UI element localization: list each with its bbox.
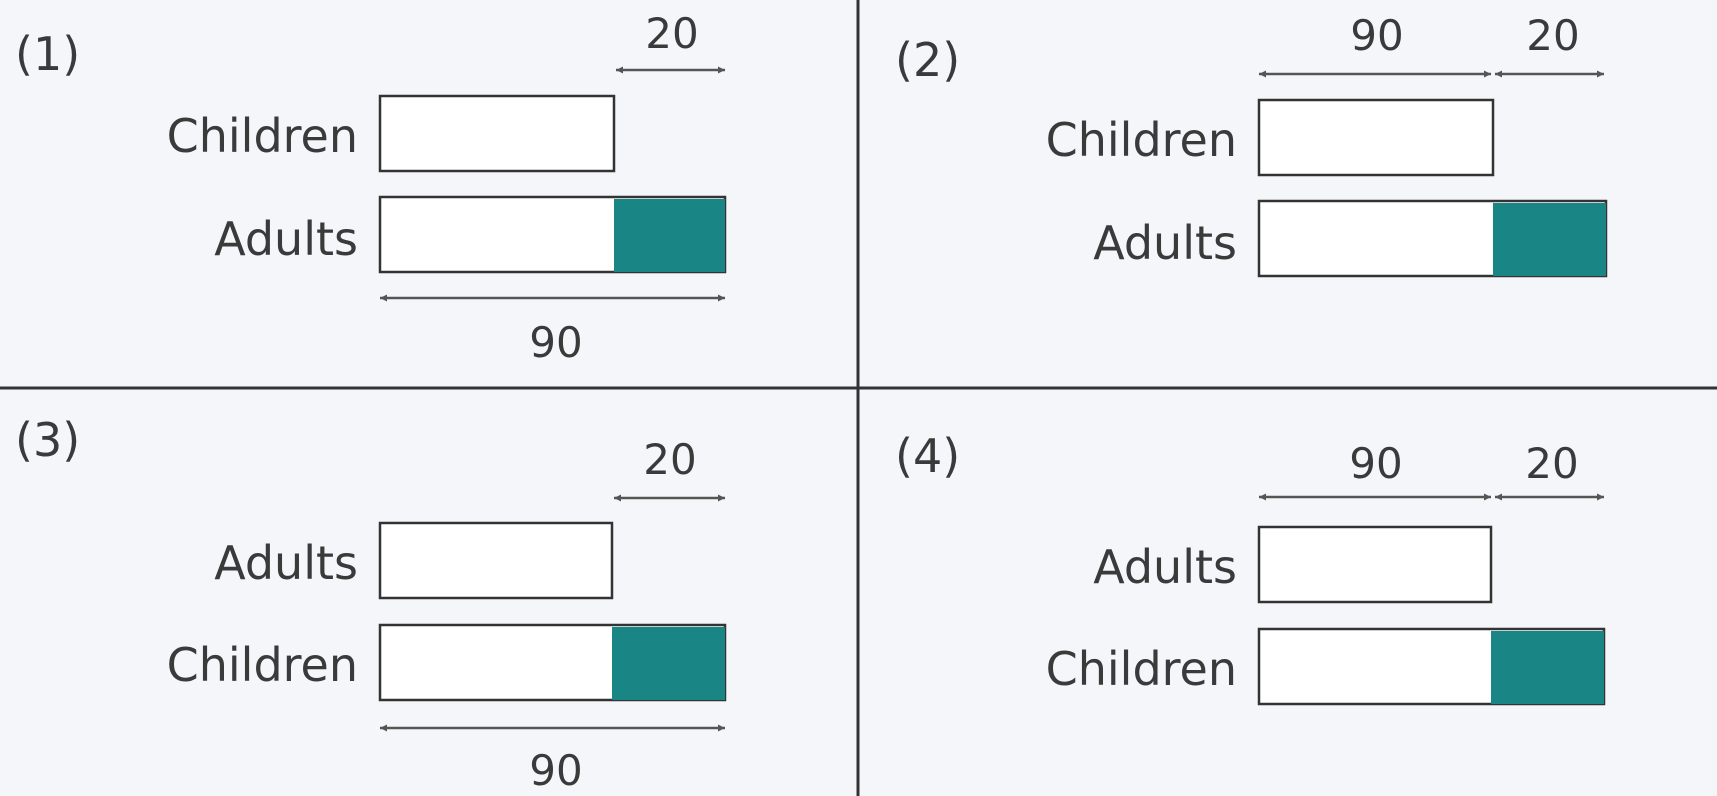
long-value: 90: [1349, 439, 1402, 488]
shaded-segment: [614, 199, 725, 272]
top-bar: [1257, 525, 1493, 604]
short-value: 20: [1525, 439, 1578, 488]
shaded-segment: [1493, 203, 1606, 276]
panel-label: (4): [895, 429, 960, 483]
panel-label: (1): [15, 27, 80, 81]
panel-4: (4) Adults Children 90 20: [895, 429, 1606, 706]
panel-2: (2) Children Adults 90 20: [895, 11, 1608, 278]
bottom-row-label: Adults: [1093, 216, 1237, 270]
shaded-segment: [1491, 631, 1604, 704]
shaded-segment: [612, 627, 725, 700]
bottom-row-label: Children: [167, 638, 358, 692]
top-bar: [1257, 98, 1495, 177]
panel-1: (1) Children Adults 20 90: [15, 9, 727, 367]
long-value: 90: [1350, 11, 1403, 60]
long-value: 90: [529, 318, 582, 367]
top-row-label: Adults: [1093, 540, 1237, 594]
panel-3: (3) Adults Children 20 90: [15, 413, 727, 795]
panel-label: (3): [15, 413, 80, 467]
top-row-label: Children: [1046, 113, 1237, 167]
bottom-row-label: Children: [1046, 642, 1237, 696]
panel-label: (2): [895, 33, 960, 87]
top-row-label: Children: [167, 109, 358, 163]
top-row-label: Adults: [214, 536, 358, 590]
top-bar: [378, 94, 616, 173]
short-value: 20: [645, 9, 698, 58]
long-value: 90: [529, 746, 582, 795]
short-value: 20: [1526, 11, 1579, 60]
bottom-row-label: Adults: [214, 212, 358, 266]
top-bar: [378, 521, 614, 600]
short-value: 20: [643, 435, 696, 484]
